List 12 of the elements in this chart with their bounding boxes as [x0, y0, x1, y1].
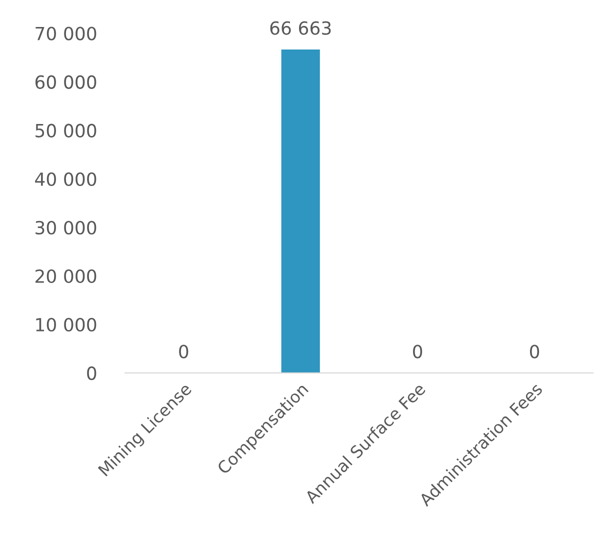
data-label: 0 — [530, 344, 540, 358]
data-label: 0 — [413, 344, 422, 358]
y-tick-label: 0 — [87, 366, 96, 380]
y-tick-label: 20 000 — [36, 269, 96, 284]
y-tick-label: 30 000 — [36, 220, 96, 235]
y-tick-label: 60 000 — [35, 75, 96, 89]
y-tick-label: 50 000 — [36, 124, 96, 138]
y-tick-label: 40 000 — [35, 172, 96, 186]
y-tick-label: 70 000 — [36, 26, 96, 40]
y-tick-label: 10 000 — [36, 318, 96, 332]
data-label: 0 — [179, 344, 188, 358]
data-label: 66 663 — [270, 21, 331, 35]
